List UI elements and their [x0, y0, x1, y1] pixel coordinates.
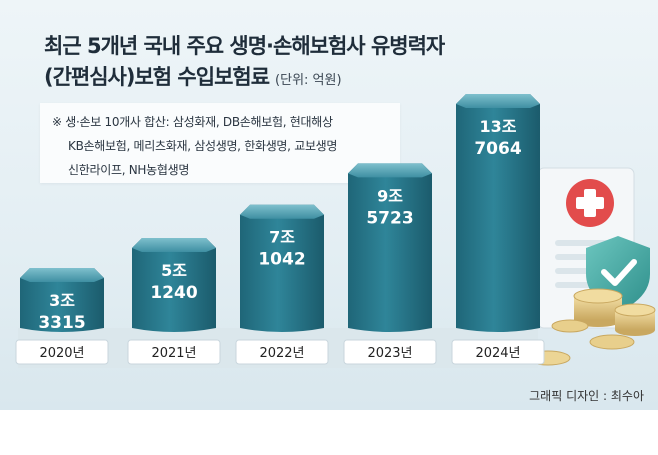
category-label: 2020년	[39, 346, 84, 361]
category-pill	[127, 339, 221, 365]
value-label: 3315	[38, 313, 85, 333]
value-label: 13조	[480, 117, 517, 136]
chart-subtitle: (간편심사)보험 수입보험료 (단위: 억원)	[44, 61, 342, 91]
category-label: 2024년	[475, 346, 520, 361]
value-label: 9조	[377, 186, 403, 205]
bar	[132, 237, 216, 332]
bar-top	[20, 268, 104, 282]
note-line: ※ 생·손보 10개사 합산: 삼성화재, DB손해보험, 현대해상	[52, 115, 333, 129]
value-label: 1042	[258, 250, 305, 270]
credit-text: 그래픽 디자인 : 최수아	[529, 389, 644, 403]
bar-top	[132, 237, 216, 252]
value-label: 7064	[474, 139, 521, 159]
value-label: 5723	[366, 208, 413, 228]
value-label: 3조	[49, 291, 75, 310]
category-pill	[343, 339, 437, 365]
category-pill	[15, 339, 109, 365]
value-label: 1240	[150, 283, 197, 303]
bottom-margin	[0, 410, 658, 455]
bar	[456, 94, 540, 332]
bar-top	[348, 163, 432, 178]
bar-top	[240, 204, 324, 219]
category-label: 2023년	[367, 346, 412, 361]
value-label: 5조	[161, 261, 187, 280]
category-pill	[235, 339, 329, 365]
chart-subtitle-text: (간편심사)보험 수입보험료	[44, 65, 270, 89]
chart-title: 최근 5개년 국내 주요 생명·손해보험사 유병력자	[44, 34, 445, 58]
note-line: KB손해보험, 메리츠화재, 삼성생명, 한화생명, 교보생명	[68, 139, 338, 153]
category-pill	[451, 339, 545, 365]
note-line: 신한라이프, NH농협생명	[68, 163, 190, 177]
bar	[20, 268, 104, 332]
insurance-illustration	[525, 167, 656, 366]
bar	[348, 163, 432, 332]
category-label: 2021년	[151, 346, 196, 361]
coin-stack-icon	[525, 288, 656, 366]
value-label: 7조	[269, 228, 295, 247]
note-box: ※ 생·손보 10개사 합산: 삼성화재, DB손해보험, 현대해상 KB손해보…	[40, 103, 400, 183]
bar	[240, 204, 324, 332]
category-label: 2022년	[259, 346, 304, 361]
bar-series: 3조 3315 2020년 5조 1240 2021년 7조 1042 2022년 9조 5723 2…	[15, 94, 545, 365]
unit-label: (단위: 억원)	[275, 73, 342, 88]
bar-top	[456, 94, 540, 108]
